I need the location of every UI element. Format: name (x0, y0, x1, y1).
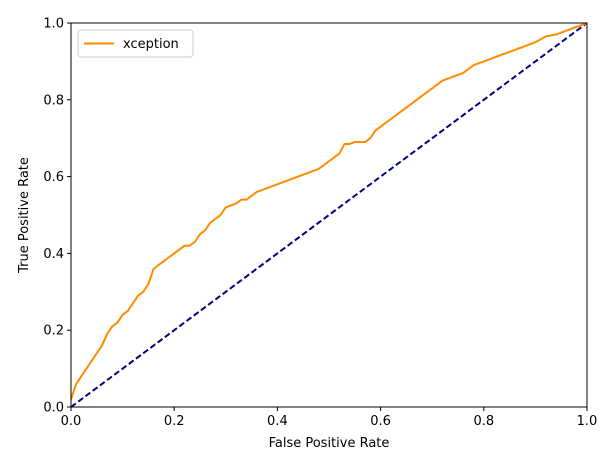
x-tick-label: 0.6 (370, 414, 391, 429)
y-axis: 0.0 0.2 0.4 0.6 0.8 1.0 (43, 17, 71, 416)
x-axis: 0.0 0.2 0.4 0.6 0.8 1.0 (61, 407, 598, 429)
plot-background (71, 23, 587, 407)
y-tick-label: 0.8 (43, 93, 64, 108)
y-tick-label: 0.6 (43, 170, 64, 185)
legend-box (77, 29, 194, 58)
legend-label-xception: xception (123, 37, 179, 52)
y-axis-title: True Positive Rate (17, 157, 32, 274)
y-tick-label: 0.4 (43, 247, 64, 262)
y-tick-label: 0.2 (43, 324, 64, 339)
series-line-xception (70, 22, 588, 400)
series-layer (70, 22, 588, 408)
x-tick-label: 0.4 (267, 414, 288, 429)
y-tick-label: 0.0 (43, 401, 64, 416)
y-tick-label: 1.0 (43, 17, 64, 32)
x-tick-label: 0.0 (61, 414, 82, 429)
plot-frame (70, 22, 588, 408)
x-tick-label: 0.2 (164, 414, 185, 429)
x-axis-title: False Positive Rate (269, 436, 390, 451)
x-tick-label: 1.0 (577, 414, 598, 429)
legend: xception (77, 29, 194, 58)
chance-diagonal-line (70, 22, 588, 408)
x-tick-label: 0.8 (473, 414, 494, 429)
